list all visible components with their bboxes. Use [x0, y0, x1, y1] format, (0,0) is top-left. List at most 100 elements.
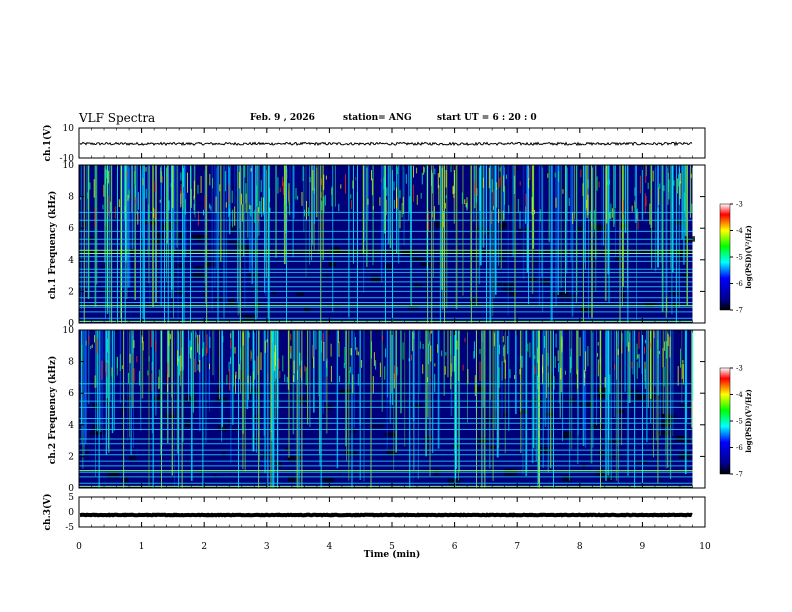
ch1-spec-dark-patch	[385, 263, 392, 271]
ch1-spec-sferic-streak	[293, 165, 295, 219]
ch2-spec-sferic-streak	[515, 330, 517, 414]
ch2-spec-ytick-label: 10	[63, 326, 75, 336]
ch2-spec-hf-speckle	[542, 354, 544, 374]
ch1-spec-sferic-streak	[684, 165, 686, 218]
ch2-spec-hf-speckle	[561, 336, 563, 349]
ch2-spec-hf-speckle	[121, 365, 123, 369]
ch2-spec-sferic-streak	[83, 330, 86, 455]
ch2-spec-hf-speckle	[663, 366, 665, 387]
ch1-spec-sferic-streak	[470, 165, 472, 301]
ch2-spec-hf-speckle	[527, 343, 529, 352]
ch1-spec-sferic-streak	[583, 165, 584, 266]
ch1-spec-sferic-streak	[372, 165, 374, 266]
ch1-spec-hf-speckle	[154, 180, 156, 192]
ch1-spec-hf-speckle	[532, 192, 534, 208]
ch1-spec-hf-speckle	[190, 189, 192, 208]
ch2-spec-sferic-streak	[621, 330, 623, 446]
ch1-spec-hf-speckle	[231, 190, 233, 203]
ch2-spec-sferic-streak	[665, 330, 667, 469]
ch1-spec-hf-speckle	[613, 209, 615, 224]
ch2-spec-sferic-streak	[670, 330, 672, 416]
ch2-spec-hf-speckle	[293, 360, 295, 374]
ch1-spec-sferic-streak	[585, 165, 587, 211]
ch1-spec-sferic-streak	[670, 165, 672, 269]
ch1-spec-sferic-streak	[95, 165, 98, 285]
ch1-spec-hf-speckle	[445, 170, 447, 188]
ch2-spec-hf-speckle	[558, 362, 560, 373]
ch1-spec-sferic-streak	[475, 165, 478, 306]
ch1-spec-sferic-streak	[657, 165, 659, 208]
ch2-spec-sferic-streak	[176, 330, 179, 454]
ch2-spec-sferic-streak	[363, 330, 365, 482]
ch2-colorbar-label: log(PSD)(V²/Hz)	[744, 389, 753, 453]
ch1-spec-hf-speckle	[679, 181, 681, 199]
ch2-spec-hf-speckle	[604, 377, 606, 388]
ch1-spec-dark-patch	[370, 275, 383, 282]
ch2-spec-sferic-streak	[99, 330, 102, 432]
ch1-spec-sferic-streak	[265, 165, 267, 278]
ch2-spec-dark-patch	[129, 456, 137, 461]
ch1-spec-sferic-streak	[353, 165, 354, 264]
ch1-spec-sferic-streak	[256, 165, 259, 238]
ch2-spec-sferic-streak	[615, 330, 618, 481]
ch2-spec-hf-speckle	[234, 346, 236, 354]
ch1-spec-hf-speckle	[351, 200, 353, 210]
ch1-ytick-bottom: -10	[60, 154, 75, 164]
ch2-spec-sferic-streak	[628, 330, 631, 403]
ch1-spec-sferic-streak	[172, 165, 174, 209]
x-tick-label: 9	[640, 542, 646, 552]
ch2-spec-hf-speckle	[315, 330, 317, 350]
ch1-spec-hf-speckle	[197, 210, 199, 226]
ch1-spec-hf-speckle	[636, 208, 638, 222]
colorbar-tick-label: -5	[736, 254, 743, 262]
ch2-spec-sferic-streak	[606, 330, 608, 400]
ch2-spec-hf-speckle	[169, 334, 171, 340]
ch2-spec-dark-patch	[659, 413, 665, 417]
ch1-spec-hf-speckle	[323, 174, 325, 191]
ch1-spec-sferic-streak	[223, 165, 225, 319]
ch2-spec-hf-speckle	[658, 350, 660, 355]
ch1-spec-hf-speckle	[493, 206, 495, 210]
ch1-spec-hf-speckle	[508, 205, 510, 214]
ch1-spec-hf-speckle	[209, 173, 211, 186]
ch2-spec-hf-speckle	[617, 349, 619, 355]
ch1-spec-hf-speckle	[568, 198, 570, 206]
ch2-spec-sferic-streak	[617, 330, 619, 484]
ch1-spec-dark-patch	[120, 248, 134, 254]
ch1-spec-sferic-streak	[382, 165, 384, 251]
ch2-spec-hf-speckle	[85, 340, 87, 346]
ch2-spec-sferic-streak	[171, 330, 173, 476]
ch1-spec-sferic-streak	[237, 165, 239, 316]
ch1-spec-hf-speckle	[209, 203, 211, 209]
ch2-spec-sferic-streak	[325, 330, 328, 434]
ch1-spec-sferic-streak	[462, 165, 464, 296]
ch2-spec-sferic-streak	[546, 330, 548, 399]
ch1-spec-hf-speckle	[396, 208, 397, 221]
ch1-spec-sferic-streak	[657, 165, 659, 268]
ch2-spec-hf-speckle	[190, 347, 192, 351]
ch1-spec-hf-speckle	[145, 167, 147, 172]
ch1-spec-hf-speckle	[683, 192, 685, 212]
ch2-spec-hf-speckle	[631, 361, 633, 369]
ch2-spec-hf-speckle	[499, 344, 500, 355]
ch2-spec-hf-speckle	[422, 344, 424, 350]
ch1-spec-dark-patch	[191, 234, 201, 240]
ch1-spec-hf-speckle	[128, 189, 130, 199]
ch2-spec-hf-speckle	[538, 360, 540, 377]
ch1-spec-dark-patch	[499, 255, 507, 259]
ch1-spec-dark-patch	[265, 310, 270, 315]
ch2-spec-dark-patch	[412, 403, 423, 408]
ch2-spec-sferic-streak	[160, 330, 162, 455]
ch2-spec-sferic-streak	[395, 330, 397, 453]
ch1-spec-hf-speckle	[529, 165, 531, 180]
ch2-spec-sferic-streak	[498, 330, 500, 449]
ch1-spec-hf-speckle	[254, 210, 256, 223]
ch1-spec-hf-speckle	[183, 167, 184, 188]
ch2-spec-hf-speckle	[148, 356, 150, 362]
ch2-spec-sferic-streak	[533, 330, 535, 448]
ch2-spec-sferic-streak	[271, 330, 273, 441]
ch1-spec-dark-patch	[615, 256, 620, 262]
ch2-spec-hf-speckle	[462, 364, 464, 371]
ch2-spec-dark-patch	[213, 474, 217, 477]
x-tick-label: 4	[327, 542, 333, 552]
